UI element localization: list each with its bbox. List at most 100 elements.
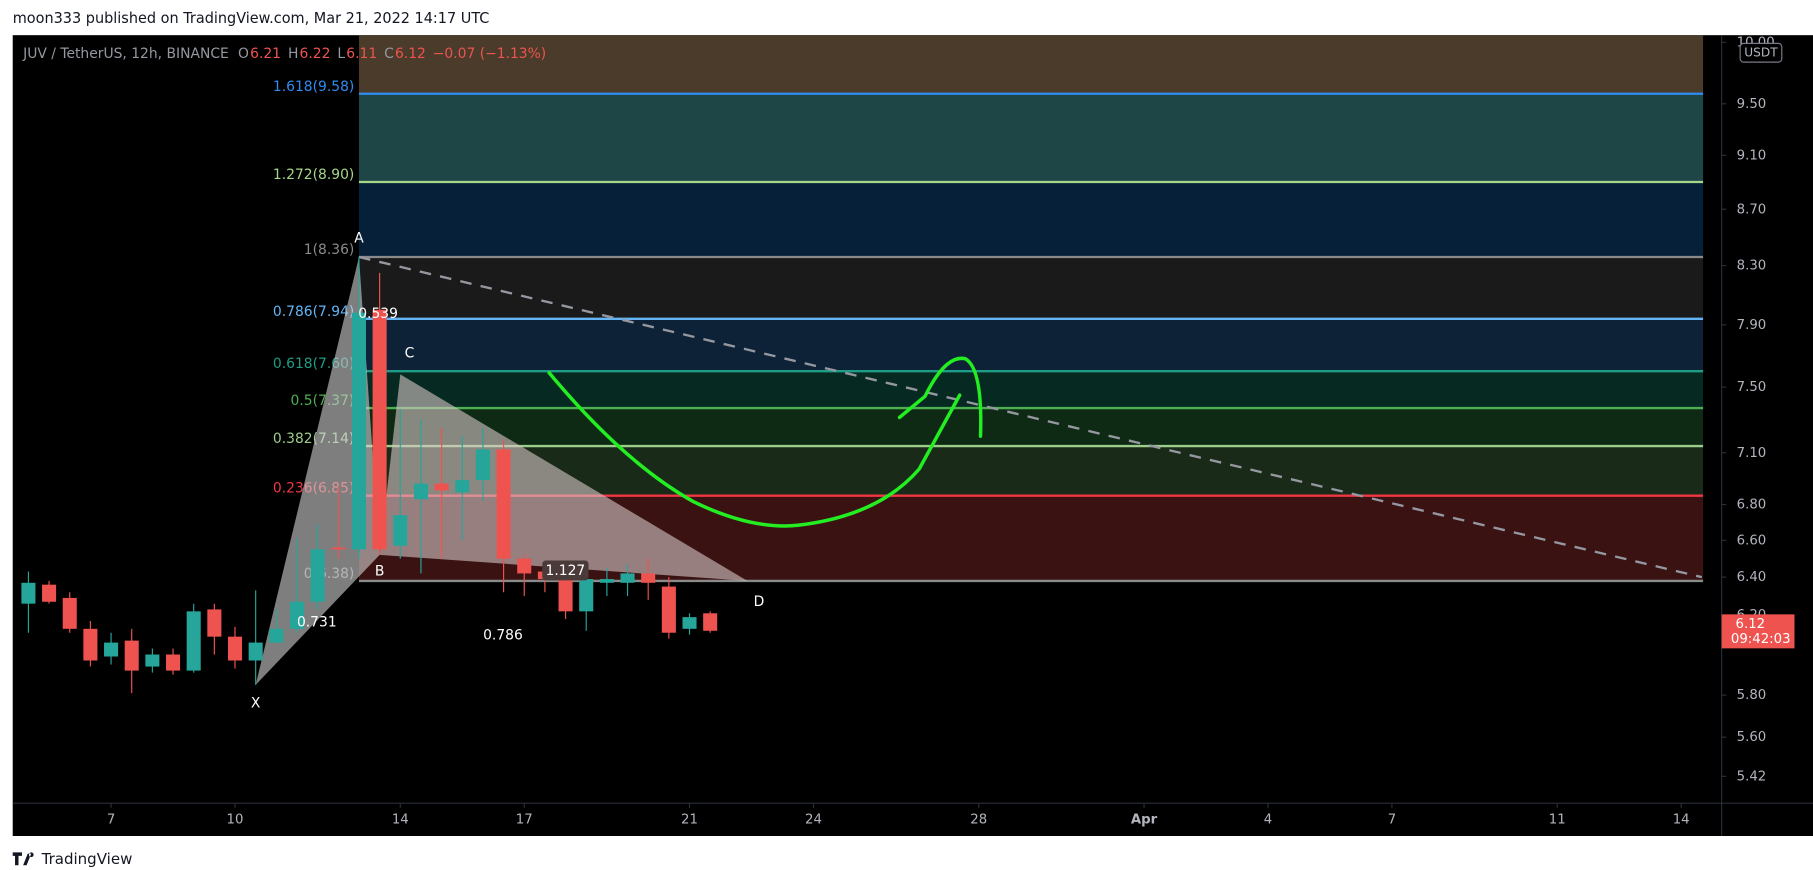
pattern-point-label: A [354,230,364,246]
plot-area: 1.618(9.58) 1.272(8.90) 1(8.36) 0.786(7.94)… [21,35,1704,712]
x-tick-label: 11 [1549,813,1566,828]
candle-body [661,586,676,633]
pattern-point-label: B [375,563,385,579]
x-tick-label: 28 [970,813,987,828]
x-tick-label: 7 [1388,813,1396,828]
y-tick-label: 5.42 [1737,769,1767,784]
fib-label: 1.272(8.90) [273,167,354,183]
pattern-point-label: X [251,696,261,712]
ohlc-letter: L [337,46,345,62]
candle-body [703,613,718,631]
x-tick-label: 24 [805,813,822,828]
x-tick-label: 7 [107,813,115,828]
fib-label: 1(8.36) [304,242,355,258]
candle-body [351,312,366,550]
ohlc-value: 6.11 [346,46,377,62]
axes: 10.009.509.108.708.307.907.507.106.806.6… [107,35,1795,828]
pattern-bcd [379,374,748,581]
candle-body [434,483,449,491]
candle-body [166,654,181,671]
countdown: 09:42:03 [1731,632,1791,647]
last-price: 6.12 [1736,617,1766,632]
y-tick-label: 8.30 [1737,259,1767,274]
candle-body [207,609,222,637]
candle-body [393,515,408,546]
y-tick-label: 6.80 [1737,497,1767,512]
change: −0.07 (−1.13%) [433,46,546,62]
candle-body [620,573,635,583]
candle-body [331,547,346,550]
candle-body [682,617,697,629]
candle-body [413,483,428,500]
hand-drawn-arrow [547,356,983,528]
candle-body [475,449,490,481]
y-tick-label: 5.80 [1737,688,1767,703]
ratio-label: 0.731 [297,615,337,631]
footer-logo: TradingView [12,850,133,868]
x-tick-label: Apr [1131,813,1158,828]
candle-body [310,549,325,602]
pattern-xab [255,257,380,685]
y-tick-label: 9.50 [1737,97,1767,112]
y-tick-label: 6.60 [1737,533,1767,548]
candle-body [248,642,263,661]
y-tick-label: 5.60 [1737,730,1767,745]
candle-body [21,582,36,604]
candle-body [455,480,470,493]
candle-body [599,579,614,583]
logo-icon [12,852,34,866]
candle-body [558,579,573,612]
ohlc-value: 6.12 [395,46,426,62]
fib-zone [358,408,1704,447]
x-tick-label: 14 [392,813,409,828]
ratio-label: 0.539 [358,306,398,322]
ratio-label: 0.786 [483,627,523,643]
candle-body [104,642,119,657]
candle-body [83,628,98,661]
fib-label: 1.618(9.58) [273,79,354,95]
pattern-point-label: D [754,594,765,610]
ohlc-letter: O [238,46,249,62]
last-price-badge [1721,614,1795,649]
ohlc-value: 6.22 [300,46,331,62]
candle-body [641,573,656,583]
x-tick-label: 17 [516,813,533,828]
candle-body [372,309,387,550]
candle-body [496,449,511,559]
ohlc-letter: C [384,46,394,62]
candle-body [289,601,305,629]
candle-body [62,597,77,629]
x-tick-label: 4 [1264,813,1272,828]
fib-zone [358,35,1704,94]
currency-badge [1739,42,1783,63]
fib-zone [358,371,1704,409]
symbol: JUV / TetherUS, 12h, BINANCE [22,46,229,62]
candle-body [579,579,594,612]
currency: USDT [1744,45,1778,59]
fib-zone [358,318,1704,372]
brand: TradingView [41,850,133,868]
y-tick-label: 9.10 [1737,148,1767,163]
ratio-label: 1.127 [546,563,586,579]
symbol-legend: JUV / TetherUS, 12h, BINANCE O 6.21 H 6.22 L… [22,46,546,62]
candle-body [124,640,139,671]
candle-body [227,636,243,661]
fib-zone [358,181,1704,258]
y-tick-label: 7.10 [1737,446,1767,461]
candle-body [186,611,201,671]
candle-body [269,628,284,643]
fib-zone [358,257,1704,319]
y-tick-label: 7.90 [1737,318,1767,333]
ratio-bg [542,560,589,581]
x-tick-label: 14 [1673,813,1690,828]
y-tick-label: 8.70 [1737,202,1767,217]
x-tick-label: 10 [227,813,244,828]
candle-body [517,558,532,574]
fib-zone [358,93,1704,182]
y-tick-label: 7.50 [1737,380,1767,395]
fib-label: 0.786(7.94) [273,304,354,320]
pattern-point-label: C [405,345,415,361]
ohlc-letter: H [288,46,298,62]
